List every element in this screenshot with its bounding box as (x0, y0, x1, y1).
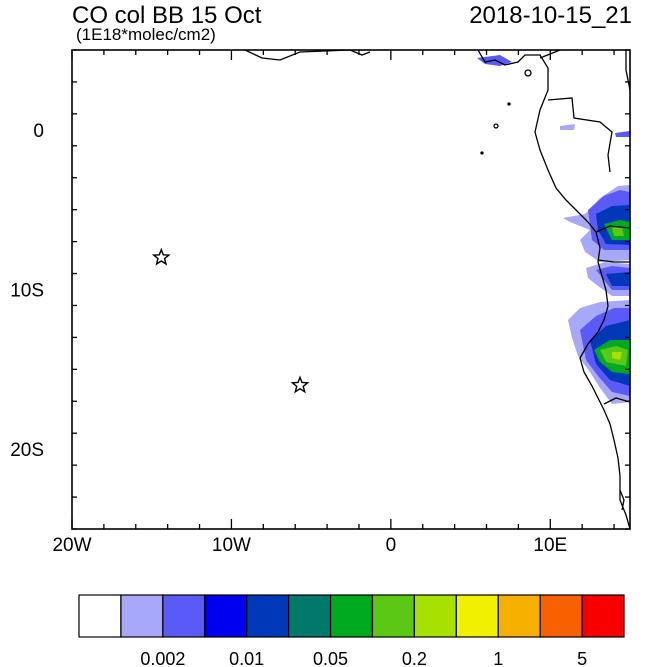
star-marker (290, 375, 310, 394)
colorbar-swatch (497, 594, 541, 638)
x-tick-label: 10W (212, 535, 251, 556)
axis-tick-labels: 20W 10W 0 10E 0 10S 20S (10, 121, 567, 556)
colorbar-labels: 0.002 0.01 0.05 0.2 1 5 (140, 649, 587, 667)
y-tick-label: 0 (33, 121, 44, 142)
colorbar (78, 594, 625, 638)
map-title: CO col BB 15 Oct (72, 2, 262, 29)
colorbar-swatch (288, 594, 332, 638)
colorbar-swatch (246, 594, 290, 638)
axis-ticks (71, 49, 630, 530)
colorbar-swatch (455, 594, 499, 638)
map-frame (71, 49, 631, 530)
marker-layer (151, 247, 310, 394)
colorbar-label: 5 (577, 649, 587, 667)
colorbar-label: 0.002 (140, 649, 185, 667)
x-tick-label: 0 (386, 535, 397, 556)
colorbar-swatch (78, 594, 122, 638)
coastline (244, 50, 630, 529)
y-tick-label: 10S (10, 281, 44, 302)
colorbar-swatch (581, 594, 625, 638)
colorbar-swatch (539, 594, 583, 638)
y-tick-label: 20S (10, 440, 44, 461)
units-label: (1E18*molec/cm2) (76, 25, 216, 44)
colorbar-swatch (413, 594, 457, 638)
timestamp-label: 2018-10-15_21 (469, 2, 632, 29)
x-tick-label: 10E (533, 535, 567, 556)
star-marker (151, 247, 171, 266)
colorbar-label: 0.2 (402, 649, 427, 667)
colorbar-swatch (204, 594, 248, 638)
co-plume-field (477, 55, 630, 404)
colorbar-label: 0.05 (313, 649, 348, 667)
colorbar-swatch (162, 594, 206, 638)
colorbar-swatch (120, 594, 164, 638)
colorbar-swatch (329, 594, 374, 638)
colorbar-label: 0.01 (229, 649, 264, 667)
colorbar-label: 1 (493, 649, 503, 667)
colorbar-swatch (371, 594, 415, 638)
x-tick-label: 20W (52, 535, 91, 556)
